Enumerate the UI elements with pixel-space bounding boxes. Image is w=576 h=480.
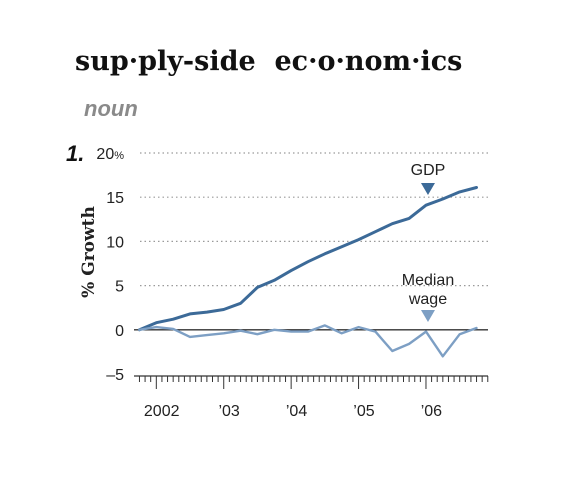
- x-tick-label: ’05: [353, 403, 374, 420]
- x-tick-label: ’03: [218, 403, 239, 420]
- median-wage-annotation: Median: [402, 272, 454, 289]
- y-axis-tick-labels: 20% 15 10 5 0 –5: [96, 146, 124, 384]
- y-tick-label: –5: [106, 367, 124, 384]
- gdp-annotation: GDP: [411, 162, 446, 179]
- y-axis-label: % Growth: [79, 206, 99, 298]
- y-tick-label: 0: [115, 323, 124, 340]
- x-tick-label: 2002: [144, 403, 180, 420]
- sense-number: 1.: [66, 141, 85, 166]
- x-tick-label: ’06: [421, 403, 442, 420]
- gdp-marker: [420, 183, 435, 195]
- median-wage-series-line: [138, 324, 478, 358]
- gdp-series-line: [138, 186, 478, 332]
- y-tick-label: 20%: [96, 146, 124, 163]
- y-tick-label: 5: [115, 279, 124, 296]
- series-lines: [138, 186, 478, 358]
- part-of-speech: noun: [84, 96, 138, 121]
- headword: sup·ply-side ec·o·nom·ics: [75, 46, 463, 77]
- y-tick-label: 10: [106, 234, 124, 251]
- y-tick-label: 15: [106, 190, 124, 207]
- annotations: GDP Median wage: [402, 162, 454, 322]
- median-wage-annotation: wage: [408, 291, 447, 308]
- x-tick-label: ’04: [286, 403, 307, 420]
- x-axis: [134, 375, 489, 389]
- median-wage-marker: [420, 310, 435, 322]
- x-axis-tick-labels: 2002 ’03 ’04 ’05 ’06: [144, 403, 442, 420]
